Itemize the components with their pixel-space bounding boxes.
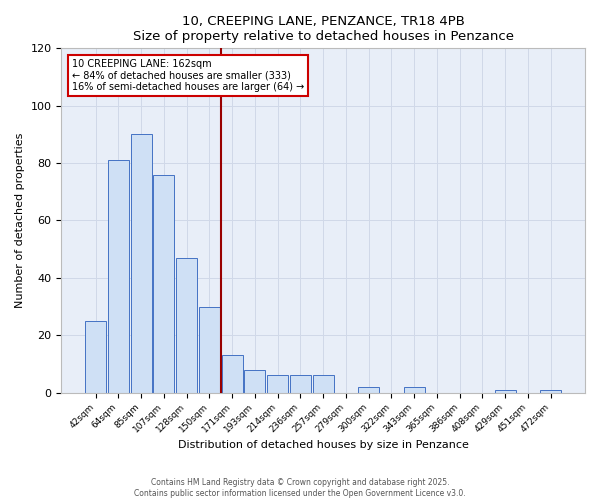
Bar — [267, 376, 288, 392]
Bar — [154, 174, 175, 392]
Bar — [85, 321, 106, 392]
Bar — [540, 390, 561, 392]
Bar — [290, 376, 311, 392]
Bar — [176, 258, 197, 392]
Y-axis label: Number of detached properties: Number of detached properties — [15, 133, 25, 308]
Bar — [222, 356, 242, 393]
Text: 10 CREEPING LANE: 162sqm
← 84% of detached houses are smaller (333)
16% of semi-: 10 CREEPING LANE: 162sqm ← 84% of detach… — [72, 58, 304, 92]
Text: Contains HM Land Registry data © Crown copyright and database right 2025.
Contai: Contains HM Land Registry data © Crown c… — [134, 478, 466, 498]
Bar — [358, 387, 379, 392]
Bar — [244, 370, 265, 392]
Title: 10, CREEPING LANE, PENZANCE, TR18 4PB
Size of property relative to detached hous: 10, CREEPING LANE, PENZANCE, TR18 4PB Si… — [133, 15, 514, 43]
Bar — [131, 134, 152, 392]
Bar — [108, 160, 129, 392]
Bar — [404, 387, 425, 392]
Bar — [199, 306, 220, 392]
Bar — [313, 376, 334, 392]
X-axis label: Distribution of detached houses by size in Penzance: Distribution of detached houses by size … — [178, 440, 469, 450]
Bar — [495, 390, 515, 392]
